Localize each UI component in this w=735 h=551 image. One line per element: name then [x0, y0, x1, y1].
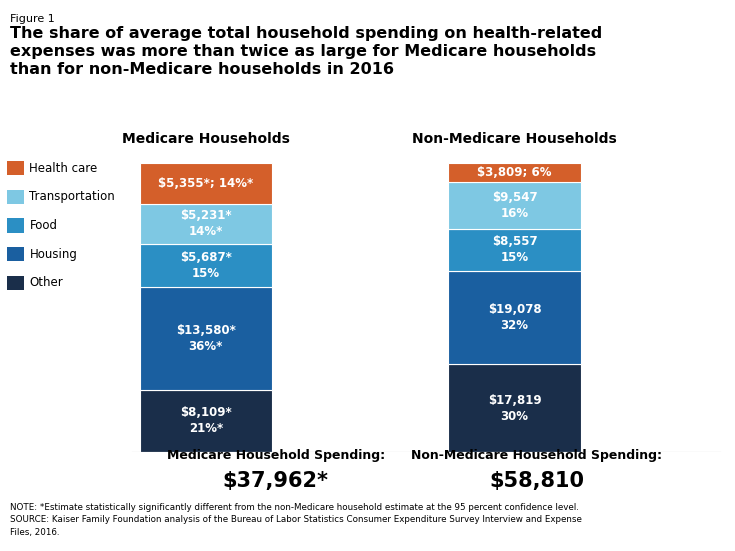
Bar [140, 204, 272, 244]
Text: THE HENRY J.: THE HENRY J. [660, 505, 699, 510]
Text: $8,557
15%: $8,557 15% [492, 235, 537, 264]
Text: $13,580*
36%*: $13,580* 36%* [176, 324, 236, 353]
Text: $3,809; 6%: $3,809; 6% [477, 166, 552, 179]
Text: NOTE: *Estimate statistically significantly different from the non-Medicare hous: NOTE: *Estimate statistically significan… [10, 503, 581, 537]
Text: Food: Food [29, 219, 57, 232]
Text: $5,355*; 14%*: $5,355*; 14%* [158, 177, 254, 190]
Bar [448, 163, 581, 182]
Text: Medicare Household Spending:: Medicare Household Spending: [167, 449, 384, 462]
Bar [140, 390, 272, 452]
Bar [140, 287, 272, 390]
Text: Other: Other [29, 276, 63, 289]
Text: Figure 1: Figure 1 [10, 14, 54, 24]
Text: The share of average total household spending on health-related
expenses was mor: The share of average total household spe… [10, 26, 602, 78]
Text: FOUNDATION: FOUNDATION [660, 537, 699, 542]
Bar [448, 182, 581, 229]
Text: Non-Medicare Household Spending:: Non-Medicare Household Spending: [411, 449, 662, 462]
Text: $19,078
32%: $19,078 32% [488, 303, 541, 332]
Text: $5,687*
15%: $5,687* 15% [180, 251, 232, 280]
Text: FAMILY: FAMILY [655, 522, 704, 535]
Bar [448, 364, 581, 452]
Bar [448, 229, 581, 271]
Text: $17,819
30%: $17,819 30% [488, 393, 541, 423]
Text: Transportation: Transportation [29, 190, 115, 203]
Text: $8,109*
21%*: $8,109* 21%* [180, 407, 232, 435]
Text: $9,547
16%: $9,547 16% [492, 191, 537, 220]
Text: $37,962*: $37,962* [223, 471, 329, 491]
Text: $5,231*
14%*: $5,231* 14%* [180, 209, 232, 238]
Text: Housing: Housing [29, 247, 77, 261]
Bar [140, 244, 272, 287]
Text: KAISER: KAISER [654, 512, 705, 525]
Text: Non-Medicare Households: Non-Medicare Households [412, 132, 617, 146]
Text: Health care: Health care [29, 161, 98, 175]
Text: $58,810: $58,810 [489, 471, 584, 491]
Bar [140, 163, 272, 204]
Bar [448, 271, 581, 364]
Text: Medicare Households: Medicare Households [122, 132, 290, 146]
